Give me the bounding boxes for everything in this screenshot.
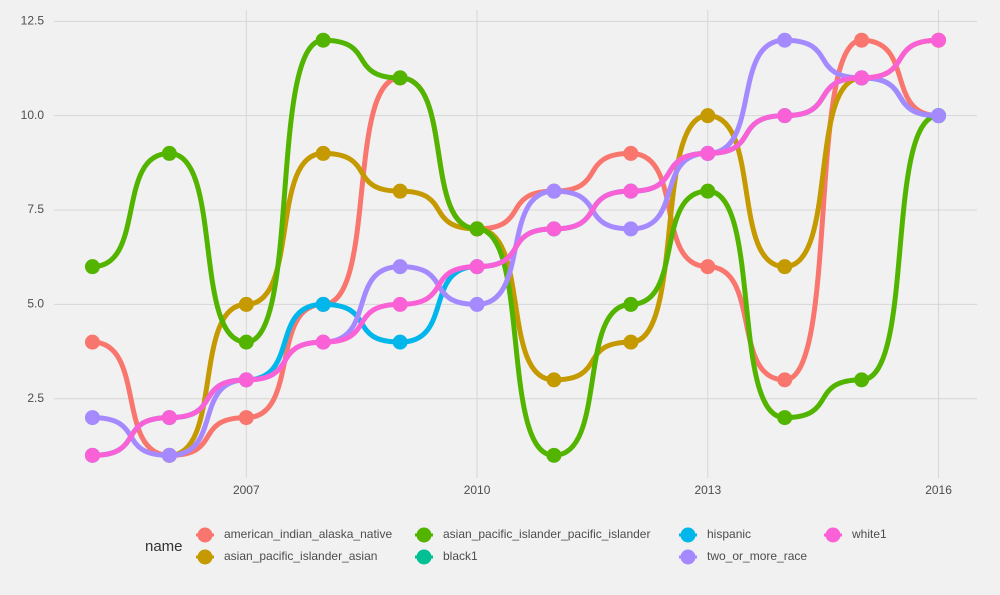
series-point (546, 183, 562, 199)
legend-key (416, 549, 432, 565)
series-point (392, 183, 408, 199)
legend-label: hispanic (707, 527, 751, 541)
series-point (931, 32, 947, 48)
y-tick-label: 12.5 (21, 13, 45, 27)
series-point (854, 32, 870, 48)
series-point (777, 108, 793, 124)
series-point (238, 410, 254, 426)
legend-key (416, 527, 432, 543)
series-point (315, 296, 331, 312)
series-point (700, 183, 716, 199)
series-point (623, 334, 639, 350)
y-tick-label: 10.0 (21, 108, 45, 122)
series-point (700, 108, 716, 124)
series-point (84, 447, 100, 463)
series-point (469, 259, 485, 275)
series-point (238, 372, 254, 388)
series-point (777, 410, 793, 426)
x-tick-label: 2016 (925, 483, 952, 497)
series-point (469, 296, 485, 312)
legend-label: asian_pacific_islander_asian (224, 549, 377, 563)
series-point (84, 334, 100, 350)
series-point (854, 372, 870, 388)
series-point (546, 447, 562, 463)
legend-label: asian_pacific_islander_pacific_islander (443, 527, 650, 541)
series-line (89, 37, 942, 458)
series-point (931, 108, 947, 124)
series-point (623, 221, 639, 237)
series-point (392, 296, 408, 312)
series-point (161, 145, 177, 161)
series-point (854, 70, 870, 86)
series-point (161, 410, 177, 426)
legend-label: black1 (443, 549, 478, 563)
legend-key (197, 527, 213, 543)
y-tick-label: 7.5 (27, 202, 44, 216)
series-point (238, 296, 254, 312)
series-point (392, 259, 408, 275)
series-point (315, 145, 331, 161)
series-point (777, 32, 793, 48)
series-point (315, 334, 331, 350)
series-point (546, 221, 562, 237)
legend-label: two_or_more_race (707, 549, 807, 563)
series-point (392, 334, 408, 350)
series-point (84, 259, 100, 275)
series-point (546, 372, 562, 388)
series-point (700, 259, 716, 275)
series-point (315, 32, 331, 48)
x-tick-label: 2007 (233, 483, 260, 497)
legend-key (680, 549, 696, 565)
legend-key (825, 527, 841, 543)
series-point (777, 259, 793, 275)
series-point (161, 447, 177, 463)
series-point (623, 296, 639, 312)
y-tick-label: 2.5 (27, 391, 44, 405)
y-tick-label: 5.0 (27, 297, 44, 311)
legend-label: american_indian_alaska_native (224, 527, 392, 541)
series-point (238, 334, 254, 350)
series-point (84, 410, 100, 426)
legend-key (680, 527, 696, 543)
x-tick-label: 2013 (694, 483, 721, 497)
legend-label: white1 (851, 527, 887, 541)
series-point (623, 145, 639, 161)
series-point (700, 145, 716, 161)
x-tick-label: 2010 (464, 483, 491, 497)
series-point (469, 221, 485, 237)
legend-key (197, 549, 213, 565)
series-point (777, 372, 793, 388)
series-line (89, 37, 942, 458)
series-point (392, 70, 408, 86)
series-point (623, 183, 639, 199)
legend-title: name (145, 538, 183, 555)
